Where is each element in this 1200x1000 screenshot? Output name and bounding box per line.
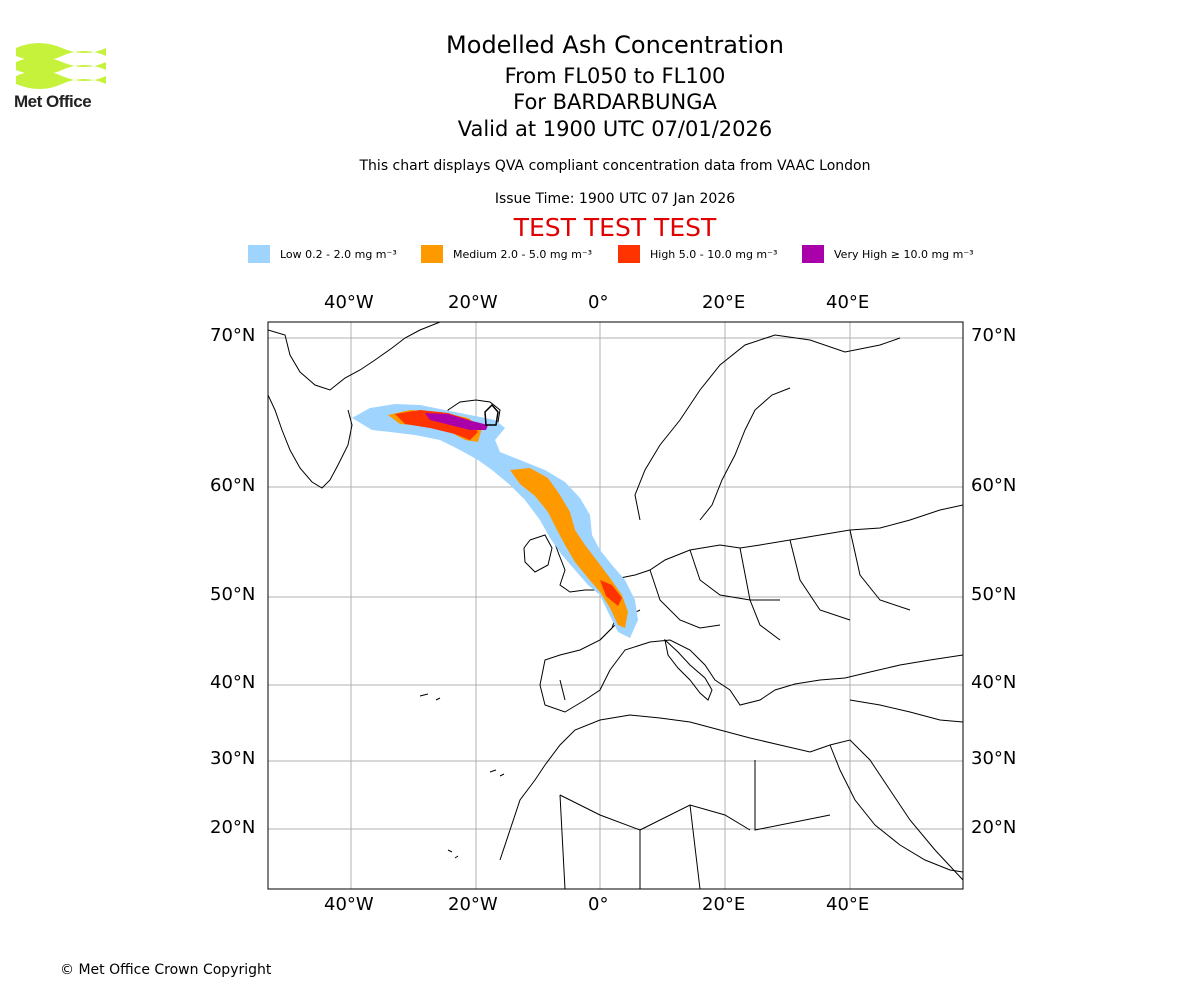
issue-time: Issue Time: 1900 UTC 07 Jan 2026 — [494, 191, 736, 207]
lat-tick-right-40n: 40°N — [971, 672, 1017, 693]
graticule — [268, 322, 963, 889]
lon-tick-top-20e: 20°E — [702, 292, 746, 313]
legend-label-high: High 5.0 - 10.0 mg m⁻³ — [650, 247, 778, 261]
legend-label-very-high: Very High ≥ 10.0 mg m⁻³ — [834, 247, 974, 261]
map-frame — [267, 321, 964, 890]
lat-tick-left-20n: 20°N — [210, 817, 256, 838]
lon-tick-bottom-40e: 40°E — [826, 894, 870, 915]
ash-plume-low — [352, 404, 638, 638]
legend-swatch-high — [618, 245, 640, 263]
volcano-marker-icon — [484, 403, 499, 426]
lat-tick-right-30n: 30°N — [971, 748, 1017, 769]
legend-item-very-high: Very High ≥ 10.0 mg m⁻³ — [802, 245, 974, 263]
lat-tick-right-20n: 20°N — [971, 817, 1017, 838]
lat-tick-right-60n: 60°N — [971, 475, 1017, 496]
lon-tick-bottom-20w: 20°W — [448, 894, 498, 915]
scandinavia-coast — [634, 334, 901, 521]
lon-tick-bottom-20e: 20°E — [702, 894, 746, 915]
logo-wordmark: Met Office — [14, 92, 92, 111]
legend-item-low: Low 0.2 - 2.0 mg m⁻³ — [248, 245, 397, 263]
test-banner: TEST TEST TEST — [513, 213, 717, 242]
ash-plume-medium — [388, 410, 628, 628]
middle-east-coast — [829, 699, 963, 873]
greenland-coast — [268, 322, 441, 489]
lon-tick-top-40w: 40°W — [324, 292, 374, 313]
legend-swatch-medium — [421, 245, 443, 263]
lat-tick-left-60n: 60°N — [210, 475, 256, 496]
lat-tick-right-50n: 50°N — [971, 584, 1017, 605]
legend-swatch-very-high — [802, 245, 824, 263]
chart-title: Modelled Ash Concentration — [446, 31, 784, 59]
lon-tick-bottom-40w: 40°W — [324, 894, 374, 915]
coastlines — [268, 322, 963, 889]
legend-item-high: High 5.0 - 10.0 mg m⁻³ — [618, 245, 777, 263]
lat-tick-left-40n: 40°N — [210, 672, 256, 693]
lon-tick-top-40e: 40°E — [826, 292, 870, 313]
valid-time: Valid at 1900 UTC 07/01/2026 — [457, 117, 773, 141]
europe-coast — [539, 504, 963, 713]
lat-tick-left-50n: 50°N — [210, 584, 256, 605]
legend-label-medium: Medium 2.0 - 5.0 mg m⁻³ — [453, 247, 593, 261]
volcano-name: For BARDARBUNGA — [513, 90, 717, 114]
chart-subtitle: This chart displays QVA compliant concen… — [359, 158, 871, 174]
lat-tick-left-30n: 30°N — [210, 748, 256, 769]
lon-tick-bottom-0: 0° — [588, 894, 609, 915]
ash-plume-very-high — [425, 413, 488, 430]
ireland-coast — [523, 534, 553, 573]
italy-coast — [664, 638, 713, 701]
legend-item-medium: Medium 2.0 - 5.0 mg m⁻³ — [421, 245, 592, 263]
lon-tick-top-20w: 20°W — [448, 292, 498, 313]
africa-coast — [499, 714, 963, 881]
europe-borders — [559, 529, 911, 701]
africa-borders — [559, 760, 831, 889]
flight-level-range: From FL050 to FL100 — [504, 64, 726, 88]
met-office-logo — [16, 43, 106, 89]
copyright-notice: © Met Office Crown Copyright — [60, 962, 272, 978]
lat-tick-right-70n: 70°N — [971, 325, 1017, 346]
lat-tick-left-70n: 70°N — [210, 325, 256, 346]
legend-swatch-low — [248, 245, 270, 263]
legend-label-low: Low 0.2 - 2.0 mg m⁻³ — [280, 247, 397, 261]
lon-tick-top-0: 0° — [588, 292, 609, 313]
